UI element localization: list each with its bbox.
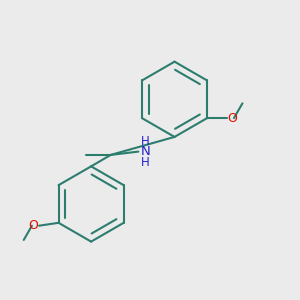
Text: H: H: [141, 156, 150, 169]
Text: O: O: [28, 219, 38, 232]
Text: H: H: [141, 135, 150, 148]
Text: O: O: [227, 112, 237, 124]
Text: N: N: [141, 145, 151, 158]
